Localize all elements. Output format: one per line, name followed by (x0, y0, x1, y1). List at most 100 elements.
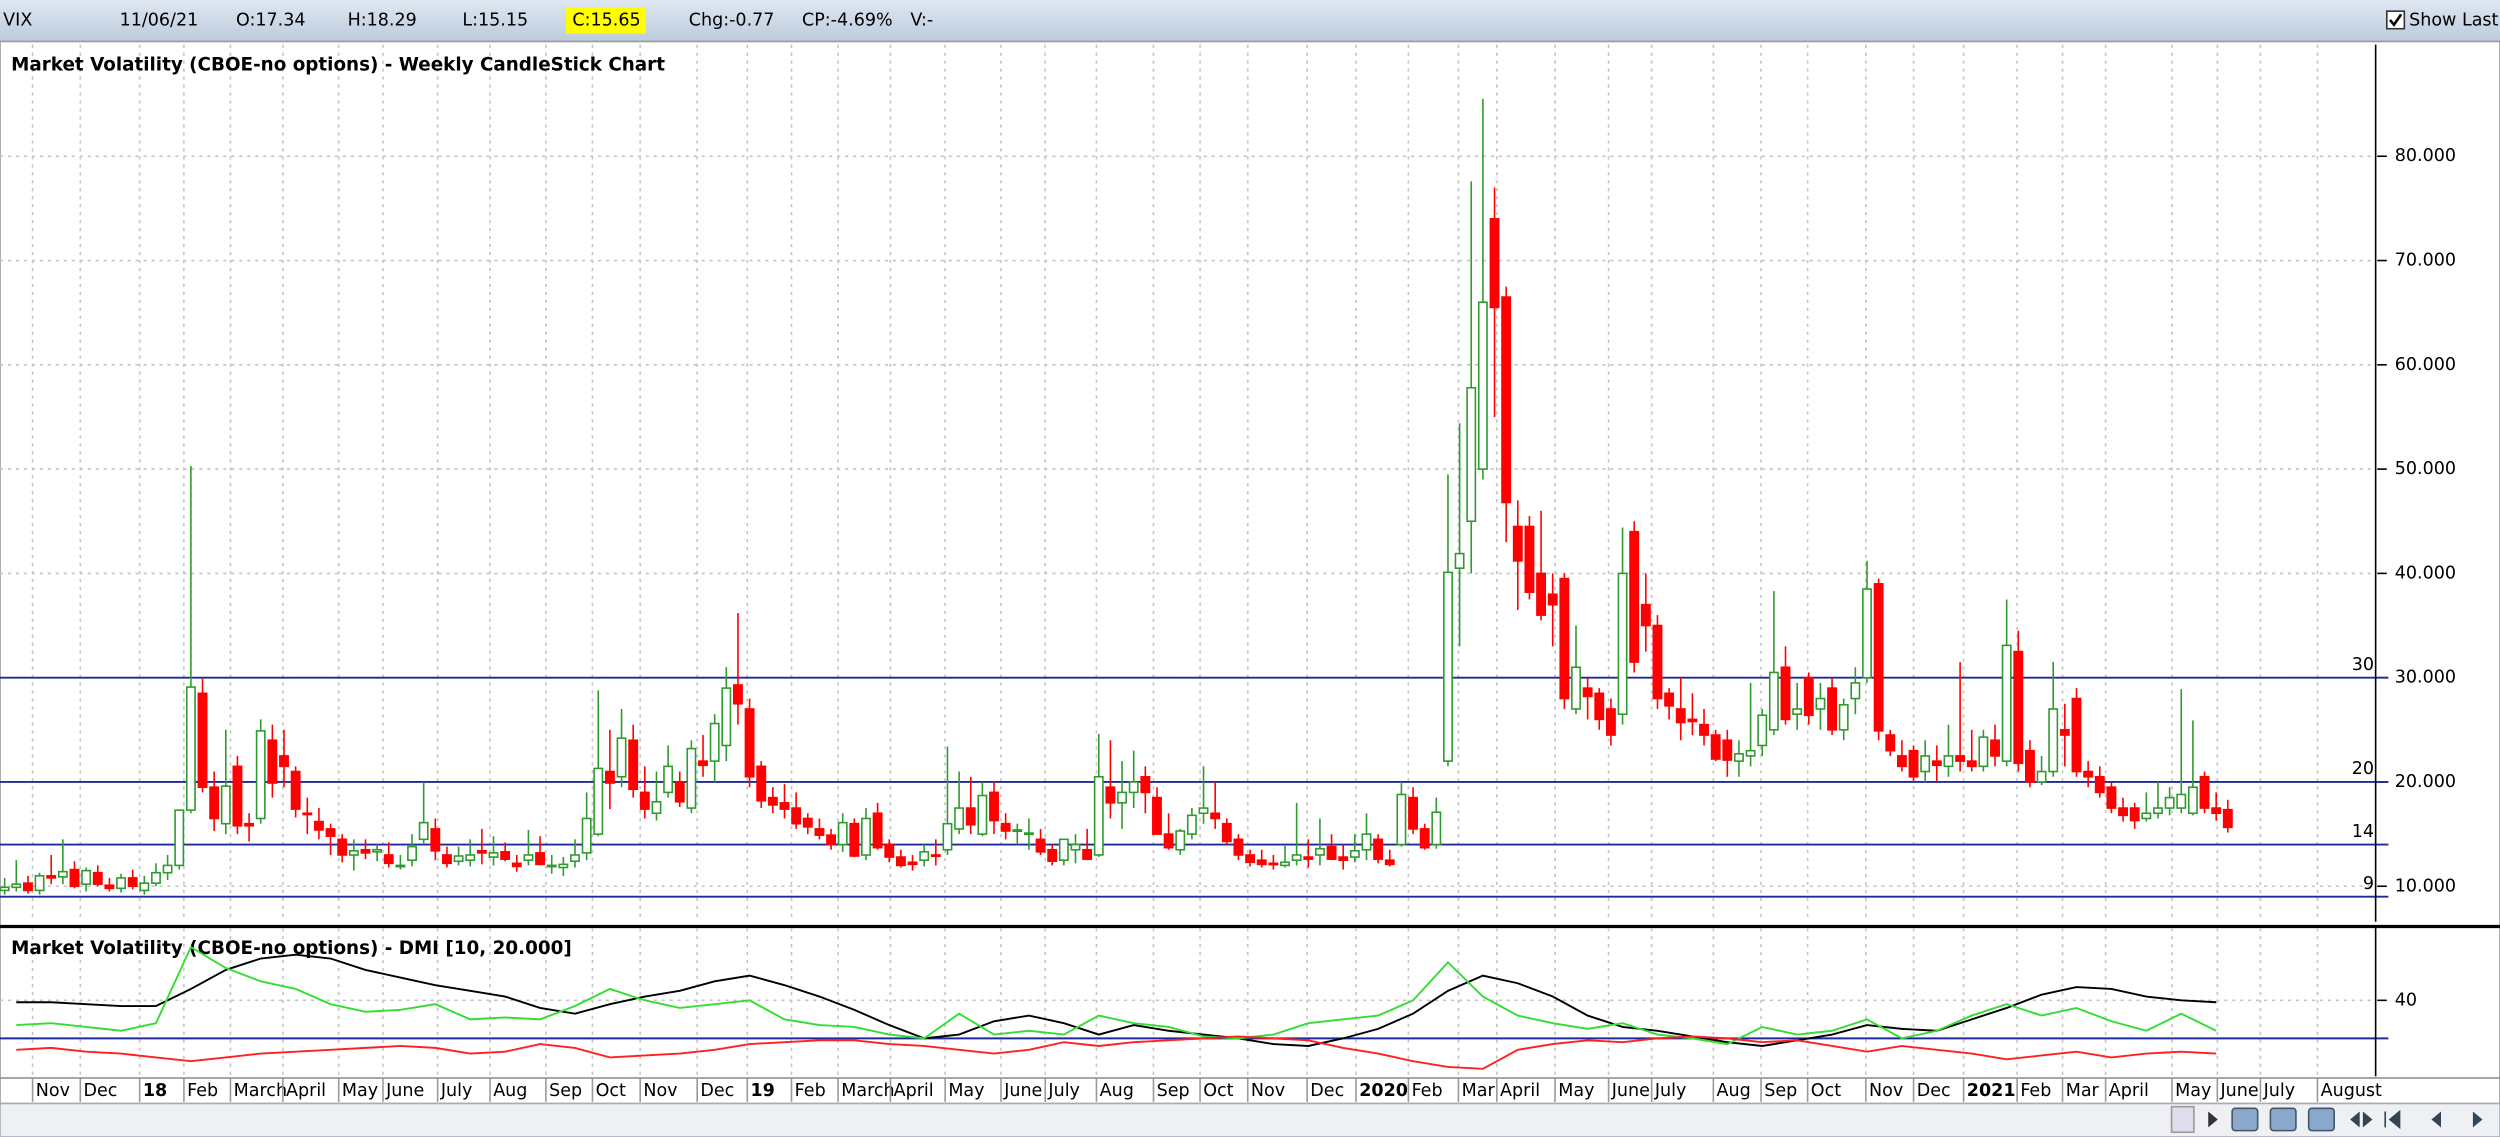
candle-body (1850, 682, 1861, 700)
show-last-label[interactable]: Show Last (2409, 11, 2498, 31)
candle-body (1373, 838, 1384, 860)
x-tick-label: June (2220, 1081, 2259, 1101)
candle-body (1256, 859, 1267, 866)
candle-body (1512, 525, 1523, 562)
candle-body (1815, 697, 1826, 710)
x-tick-label: 2021 (1967, 1081, 2016, 1101)
prev-button[interactable] (2431, 1111, 2442, 1128)
x-tick-label: April (1500, 1081, 1540, 1101)
candle-body (1768, 671, 1779, 731)
zoom-in-button[interactable] (2231, 1107, 2259, 1132)
candle-body (1152, 796, 1162, 835)
candle-body (1629, 530, 1640, 663)
candle-body (686, 747, 697, 809)
candle-body (1501, 296, 1512, 504)
candle-body (2211, 807, 2222, 815)
candle-body (1128, 781, 1139, 794)
candle-body (395, 864, 406, 868)
candle-body (1268, 862, 1279, 866)
scroll-thumb[interactable] (2170, 1105, 2195, 1134)
candle-body (1699, 723, 1709, 736)
candle-body (1047, 848, 1058, 863)
fit-button[interactable] (2307, 1107, 2335, 1132)
scroll-right[interactable] (2208, 1111, 2218, 1128)
candle-body (104, 884, 115, 890)
candle-body (1384, 859, 1395, 866)
candle-body (1862, 588, 1872, 679)
candle-body (791, 807, 802, 825)
candle-body (360, 848, 371, 854)
x-tick-label: Mar (1462, 1081, 1496, 1101)
quote-bar (0, 0, 2500, 42)
expand-button[interactable] (2350, 1111, 2373, 1128)
candle-body (453, 855, 464, 863)
candle-body (209, 786, 220, 820)
candle-body (1198, 807, 1209, 815)
candle-body (337, 838, 348, 856)
close-highlight (566, 7, 646, 34)
candle-body (779, 802, 790, 810)
x-tick-label: Dec (700, 1081, 734, 1101)
candle-body (1245, 854, 1256, 864)
candle-body (895, 856, 906, 867)
candle-body (1349, 850, 1360, 858)
candle-body (1722, 739, 1733, 761)
show-last-checkbox[interactable] (2386, 10, 2406, 30)
quote-high: H:18.29 (348, 11, 417, 31)
candle-body (802, 817, 813, 828)
candle-body (826, 834, 837, 846)
candle-body (989, 791, 999, 822)
candle-body (2222, 808, 2233, 829)
zoom-out-button[interactable] (2269, 1107, 2297, 1132)
candle-body (1280, 861, 1290, 867)
candle-body (628, 739, 639, 791)
candle-body (581, 817, 592, 854)
x-tick-label: Aug (1100, 1081, 1134, 1101)
candle-body (1082, 848, 1093, 860)
candle-body (1338, 856, 1349, 861)
x-tick-label: March (234, 1081, 287, 1101)
x-tick-label: March (841, 1081, 894, 1101)
candle-body (1023, 832, 1034, 836)
reference-label: 30 (2352, 655, 2374, 675)
candle-body (465, 854, 476, 861)
dmi-line (16, 1035, 2217, 1070)
x-tick-label: May (948, 1081, 984, 1101)
candle-body (220, 785, 231, 825)
reference-label: 20 (2352, 759, 2374, 779)
candle-body (1559, 577, 1570, 700)
candle-body (1734, 753, 1744, 762)
candle-body (639, 791, 650, 810)
candle-body (872, 812, 883, 849)
candle-body (1419, 828, 1430, 849)
y-tick-label: 10.000 (2395, 876, 2456, 896)
candle-body (511, 862, 522, 868)
candle-body (663, 765, 674, 794)
x-tick-label: Feb (2020, 1081, 2051, 1101)
candle-body (1326, 845, 1337, 860)
first-button[interactable] (2384, 1109, 2401, 1130)
x-tick-label: Nov (36, 1081, 70, 1101)
candle-body (1291, 854, 1302, 861)
x-tick-label: June (1003, 1081, 1042, 1101)
candle-body (92, 871, 103, 885)
quote-open: O:17.34 (236, 11, 306, 31)
next-button[interactable] (2472, 1111, 2483, 1128)
candle-body (1873, 583, 1884, 732)
plots: 10.000 20.000 30.000 40.000 50.000 60.000 70.0… (0, 44, 2456, 1102)
candle-body (593, 767, 604, 835)
quote-date: 11/06/21 (120, 11, 199, 31)
candle-body (430, 828, 441, 852)
candle-body (1058, 838, 1069, 861)
candle-body (2001, 644, 2012, 762)
x-tick-label: July (440, 1081, 472, 1101)
candle-body (837, 821, 848, 846)
candle-body (1990, 739, 2000, 757)
y-tick-label: 80.000 (2395, 146, 2456, 166)
candle-body (651, 800, 662, 815)
candle-body (616, 737, 627, 778)
candle-body (733, 684, 743, 705)
candle-body (1221, 822, 1232, 843)
candle-body (907, 861, 918, 866)
